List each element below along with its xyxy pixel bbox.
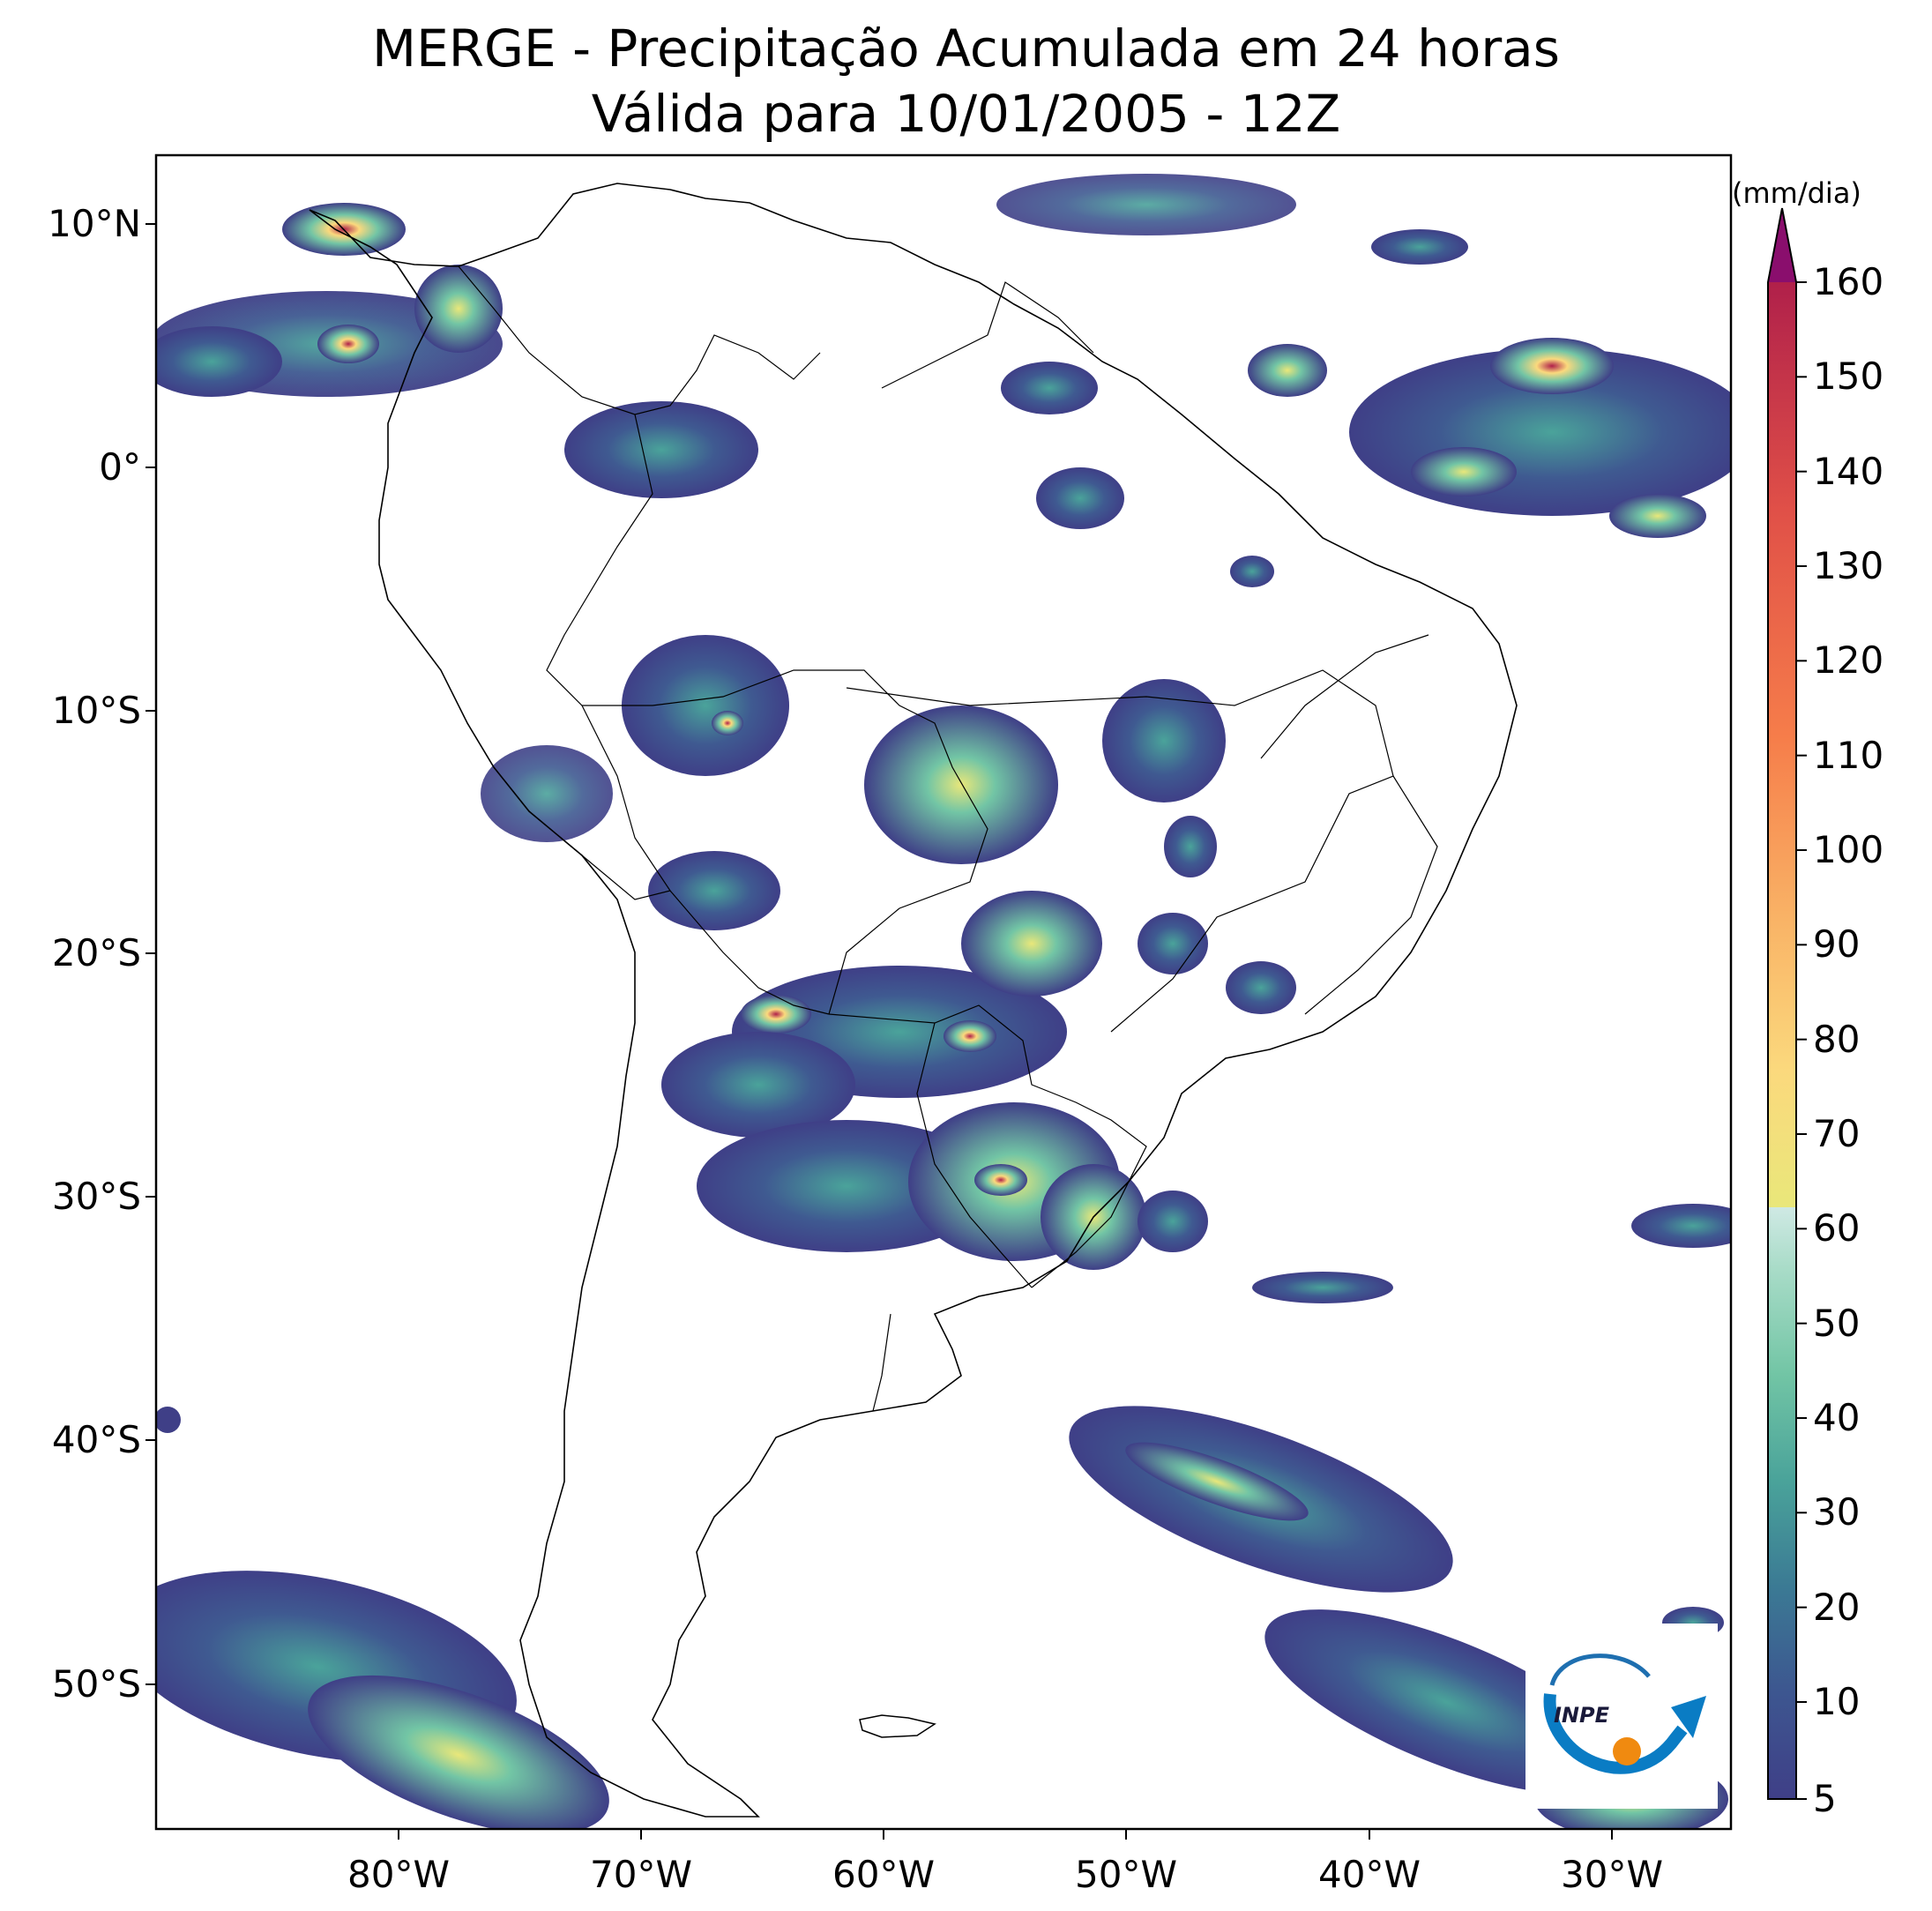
x-tick-label: 80°W [347,1853,450,1896]
sun-icon [1613,1737,1641,1765]
arrow-icon [1671,1696,1706,1738]
colorbar-tick-label: 110 [1813,733,1884,777]
colorbar-tick-label: 20 [1813,1585,1861,1629]
colorbar-tick-label: 80 [1813,1017,1861,1061]
colorbar-tick-label: 140 [1813,449,1884,493]
colorbar-tick-label: 40 [1813,1396,1861,1439]
colorbar-tick-label: 130 [1813,544,1884,587]
y-tick-label: 50°S [51,1662,141,1706]
colorbar-tick-label: 100 [1813,828,1884,871]
colorbar-tick-label: 120 [1813,638,1884,683]
colorbar-tick-label: 90 [1813,922,1861,967]
colorbar-tick-label: 30 [1813,1490,1861,1534]
country-borders [458,265,1438,1412]
colorbar-tick-label: 10 [1813,1680,1861,1723]
y-tick-label: 0° [99,445,141,489]
y-tick-label: 10°N [48,202,141,245]
x-tick-label: 70°W [590,1853,692,1896]
y-tick-label: 20°S [51,931,141,974]
colorbar-tick-label: 160 [1813,260,1884,303]
x-tick-marks [398,1829,1613,1840]
x-tick-label: 60°W [832,1853,935,1896]
y-tick-label: 10°S [51,689,141,732]
y-tick-label: 30°S [51,1175,141,1218]
falklands-outline [859,1714,936,1738]
inpe-logo: INPE [1525,1624,1718,1809]
colorbar-tick-label: 150 [1813,355,1884,399]
colorbar [1767,207,1807,1800]
x-tick-label: 30°W [1561,1853,1663,1896]
colorbar-tick-label: 50 [1813,1301,1861,1345]
y-tick-label: 40°S [51,1418,141,1461]
y-tick-marks [145,223,156,1685]
x-tick-label: 40°W [1318,1853,1421,1896]
precipitation-field [156,174,1731,1829]
colorbar-tick-label: 70 [1813,1112,1861,1155]
logo-text: INPE [1554,1703,1610,1728]
colorbar-tick-label: 5 [1813,1777,1837,1820]
colorbar-fill [1768,282,1796,1799]
map-frame [154,153,1733,1831]
colorbar-extend-arrow [1768,208,1796,282]
colorbar-tick-label: 60 [1813,1206,1861,1250]
map-title: MERGE - Precipitação Acumulada em 24 hor… [372,19,1560,78]
map-subtitle: Válida para 10/01/2005 - 12Z [591,84,1341,144]
colorbar-unit: (mm/dia) [1732,176,1861,210]
x-tick-label: 50°W [1075,1853,1177,1896]
